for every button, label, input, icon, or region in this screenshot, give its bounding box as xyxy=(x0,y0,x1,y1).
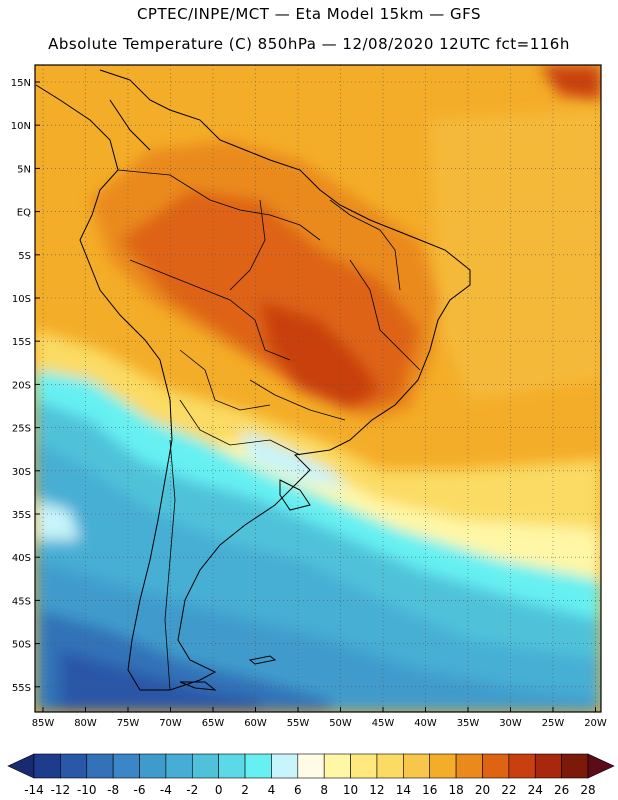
lon-label: 80W xyxy=(74,718,97,729)
lon-label: 85W xyxy=(32,718,55,729)
colorbar-swatch xyxy=(534,753,562,779)
colorbar-swatch xyxy=(60,753,88,779)
lon-label: 25W xyxy=(542,718,565,729)
colorbar-label: 18 xyxy=(448,783,463,797)
colorbar-label: -4 xyxy=(160,783,172,797)
colorbar-swatch xyxy=(112,753,140,779)
lon-label: 75W xyxy=(117,718,140,729)
colorbar-swatch xyxy=(33,753,61,779)
lat-label: 20S xyxy=(12,380,31,391)
title-line-2: Absolute Temperature (C) 850hPa — 12/08/… xyxy=(48,35,570,53)
country-borders xyxy=(117,169,421,691)
colorbar-swatch xyxy=(218,753,246,779)
colorbar-swatch xyxy=(561,753,589,779)
lon-label: 60W xyxy=(244,718,267,729)
colorbar-label: 16 xyxy=(422,783,437,797)
colorbar-swatch xyxy=(429,753,457,779)
title-line-1: CPTEC/INPE/MCT — Eta Model 15km — GFS xyxy=(136,5,482,23)
lat-label: 30S xyxy=(12,467,31,478)
lat-label: 55S xyxy=(12,683,31,694)
latitude-labels: 15N 10N 5N EQ 5S 10S 15S 20S 25S 30S 35S 40S 45S 50S 5… xyxy=(11,78,40,694)
lon-label: 30W xyxy=(499,718,522,729)
colorbar-label: 12 xyxy=(369,783,384,797)
lat-label: 10S xyxy=(12,294,31,305)
colorbar-label: 14 xyxy=(396,783,411,797)
colorbar-over-arrow xyxy=(587,753,615,779)
lon-label: 40W xyxy=(414,718,437,729)
colorbar-swatch xyxy=(191,753,219,779)
lat-label: 35S xyxy=(12,510,31,521)
colorbar-label: 2 xyxy=(241,783,249,797)
colorbar-label: 0 xyxy=(215,783,223,797)
colorbar-swatch xyxy=(139,753,167,779)
colorbar-label: 20 xyxy=(475,783,490,797)
colorbar-label: 6 xyxy=(294,783,302,797)
lat-label: 45S xyxy=(12,596,31,607)
colorbar-swatch xyxy=(297,753,325,779)
colorbar-swatch xyxy=(165,753,193,779)
coastline xyxy=(35,69,471,691)
colorbar: -14 -12 -10 -8 -6 -4 -2 0 2 4 6 8 10 12 14 16 18 20 22 24 26… xyxy=(7,753,615,797)
lat-label: 10N xyxy=(11,121,31,132)
colorbar-label: 4 xyxy=(268,783,276,797)
colorbar-label: 10 xyxy=(343,783,358,797)
colorbar-swatch xyxy=(508,753,536,779)
lon-label: 35W xyxy=(457,718,480,729)
colorbar-swatch xyxy=(244,753,272,779)
lon-label: 45W xyxy=(372,718,395,729)
colorbar-under-arrow xyxy=(7,753,35,779)
colorbar-label: -6 xyxy=(134,783,146,797)
longitude-labels: 85W 80W 75W 70W 65W 60W 55W 50W 45W 40W 35W 30W 25W 2… xyxy=(32,707,607,729)
colorbar-swatch xyxy=(403,753,431,779)
colorbar-label: -12 xyxy=(51,783,71,797)
colorbar-swatch xyxy=(482,753,510,779)
colorbar-swatch xyxy=(271,753,299,779)
lon-label: 50W xyxy=(329,718,352,729)
colorbar-swatch xyxy=(455,753,483,779)
lat-label: 15N xyxy=(11,78,31,89)
colorbar-swatch xyxy=(86,753,114,779)
colorbar-swatch xyxy=(376,753,404,779)
lat-label: 5S xyxy=(18,251,31,262)
plot-frame xyxy=(34,64,602,713)
colorbar-label: 26 xyxy=(554,783,569,797)
colorbar-label: -2 xyxy=(186,783,198,797)
lon-label: 65W xyxy=(202,718,225,729)
lon-label: 20W xyxy=(584,718,607,729)
lat-label: 50S xyxy=(12,640,31,651)
temperature-field xyxy=(35,65,601,712)
colorbar-label: -10 xyxy=(77,783,97,797)
colorbar-label: 8 xyxy=(320,783,328,797)
lat-label: 5N xyxy=(17,164,31,175)
colorbar-label: -14 xyxy=(24,783,44,797)
colorbar-swatch xyxy=(350,753,378,779)
lon-label: 55W xyxy=(287,718,310,729)
lat-label: 25S xyxy=(12,424,31,435)
lat-label: 15S xyxy=(12,337,31,348)
lon-label: 70W xyxy=(159,718,182,729)
colorbar-label: 28 xyxy=(580,783,595,797)
colorbar-swatch xyxy=(323,753,351,779)
lat-label: 40S xyxy=(12,553,31,564)
colorbar-label: -8 xyxy=(107,783,119,797)
colorbar-label: 22 xyxy=(501,783,516,797)
lat-label: EQ xyxy=(17,208,31,219)
colorbar-label: 24 xyxy=(528,783,543,797)
